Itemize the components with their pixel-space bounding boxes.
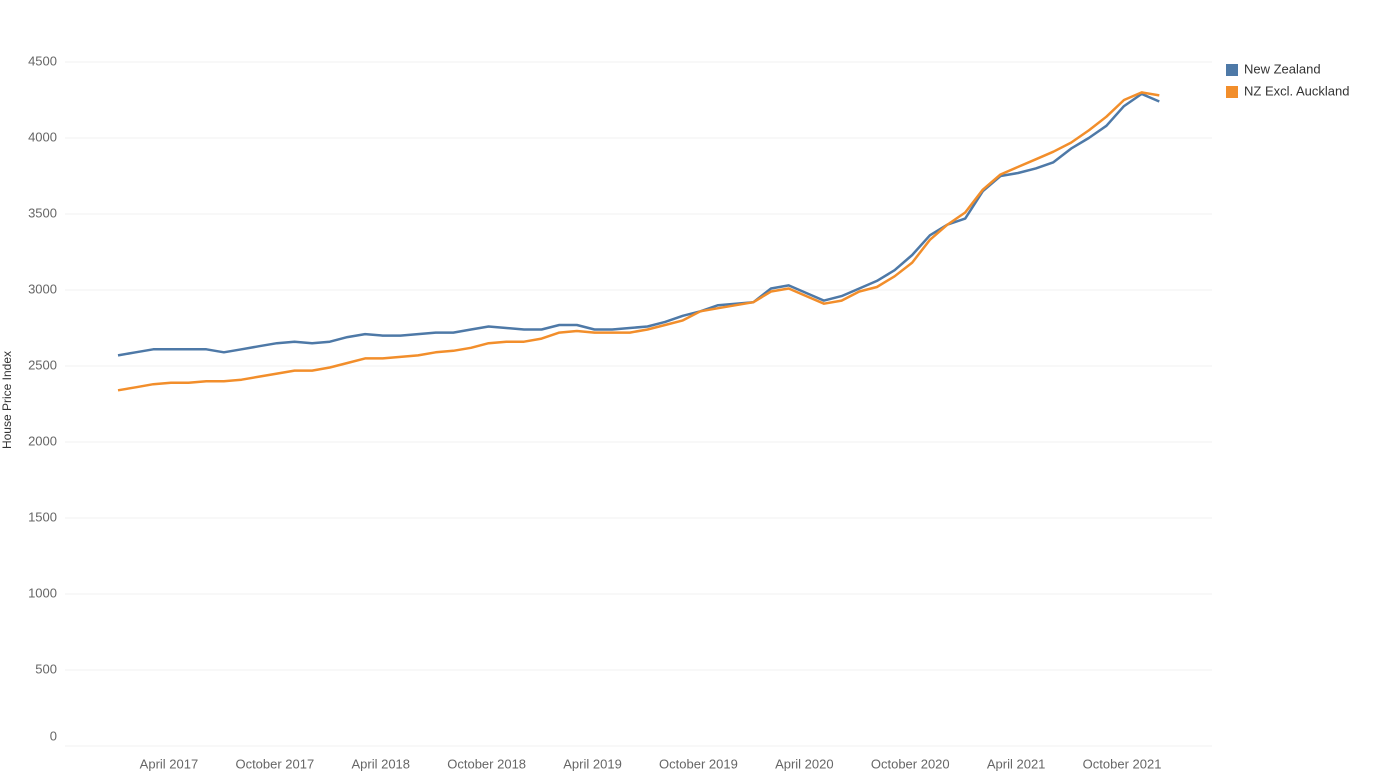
y-tick-label: 1500 [28, 509, 57, 524]
x-tick-label: April 2021 [987, 756, 1046, 771]
x-tick-label: October 2020 [871, 756, 950, 771]
legend-label: New Zealand [1244, 61, 1321, 76]
y-tick-label: 4500 [28, 53, 57, 68]
legend-label: NZ Excl. Auckland [1244, 83, 1350, 98]
x-tick-label: October 2021 [1083, 756, 1162, 771]
x-tick-label: April 2017 [140, 756, 199, 771]
x-tick-label: October 2017 [235, 756, 314, 771]
x-tick-label: October 2019 [659, 756, 738, 771]
x-tick-label: April 2018 [351, 756, 410, 771]
legend-swatch [1226, 64, 1238, 76]
legend-swatch [1226, 86, 1238, 98]
y-tick-label: 500 [35, 661, 57, 676]
y-tick-label: 2500 [28, 357, 57, 372]
x-tick-label: April 2020 [775, 756, 834, 771]
x-tick-label: April 2019 [563, 756, 622, 771]
series-line [117, 91, 1160, 392]
y-tick-label: 3500 [28, 205, 57, 220]
series-line [117, 92, 1160, 357]
x-tick-label: October 2018 [447, 756, 526, 771]
y-tick-label: 0 [50, 728, 57, 743]
y-tick-label: 4000 [28, 129, 57, 144]
y-tick-label: 1000 [28, 585, 57, 600]
y-tick-label: 3000 [28, 281, 57, 296]
y-axis-label: House Price Index [0, 351, 14, 449]
y-tick-label: 2000 [28, 433, 57, 448]
